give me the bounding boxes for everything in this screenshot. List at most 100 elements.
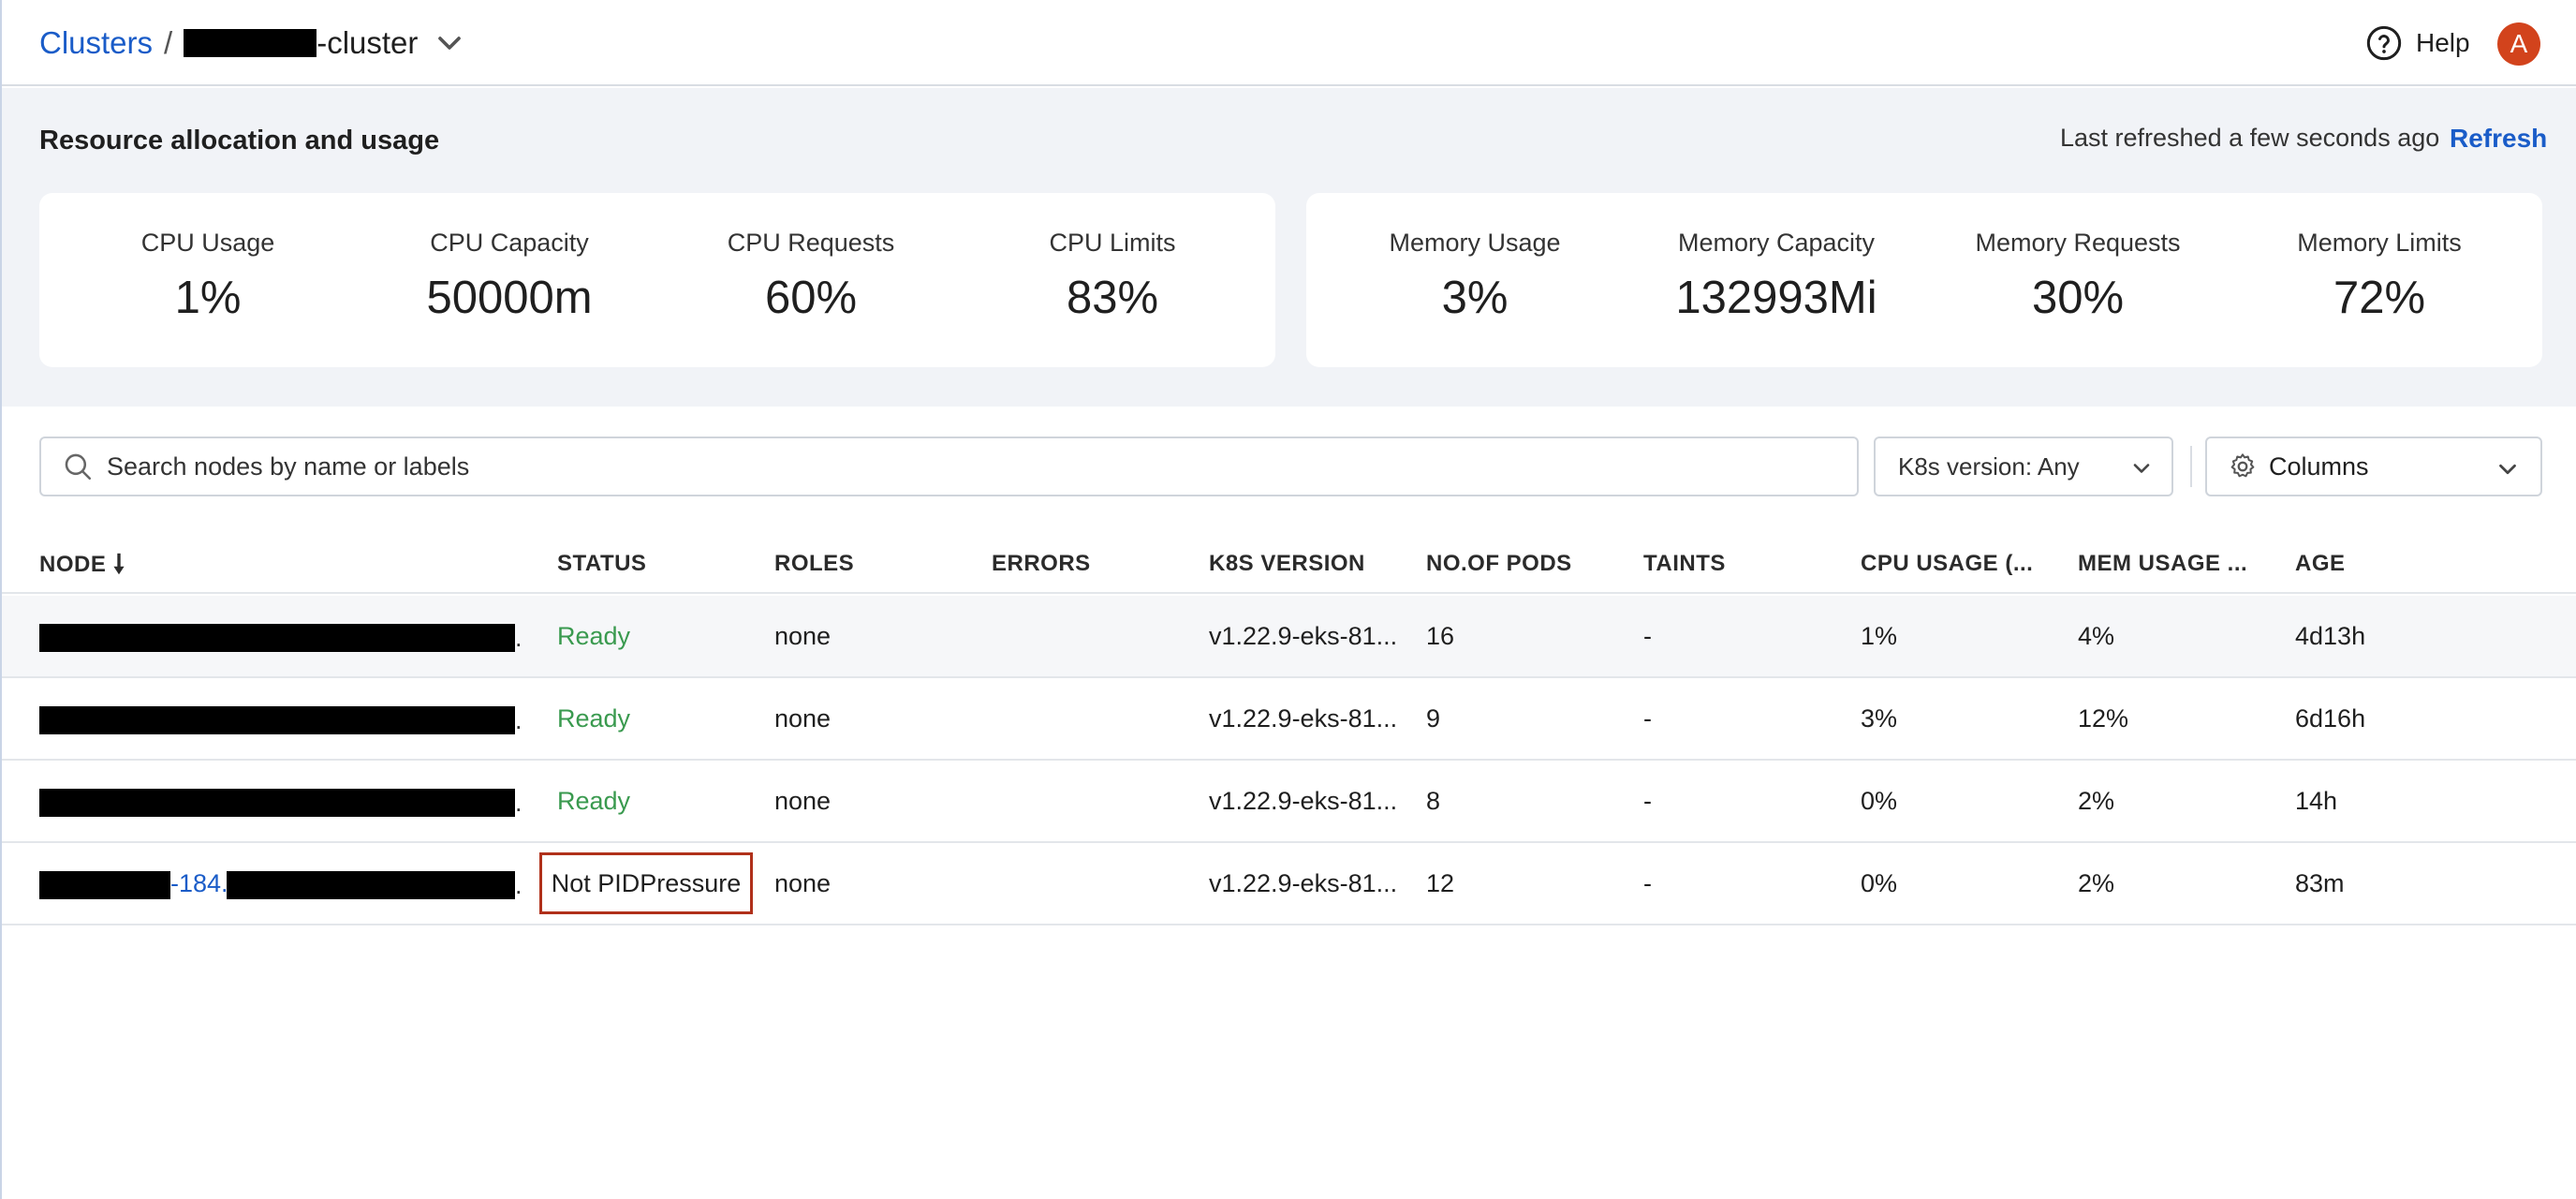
node-age: 4d13h bbox=[2295, 622, 2366, 650]
metric-value: 60% bbox=[764, 273, 858, 323]
table-row[interactable]: . Ready none v1.22.9-eks-81... 16 - 1% 4… bbox=[2, 596, 2576, 678]
metric-memory-usage: Memory Usage 3% bbox=[1334, 193, 1615, 367]
node-k8s-version: v1.22.9-eks-81... bbox=[1209, 869, 1398, 897]
node-name-link[interactable]: -184. . bbox=[39, 869, 523, 899]
breadcrumb-cluster-name: -cluster bbox=[184, 24, 468, 62]
node-name-link[interactable]: . bbox=[39, 789, 523, 817]
column-header-status[interactable]: STATUS bbox=[557, 551, 647, 576]
top-header: Clusters / -cluster Help A bbox=[2, 0, 2576, 86]
metric-label: Memory Limits bbox=[2297, 229, 2462, 257]
redacted-node-name bbox=[39, 706, 515, 734]
column-header-label: NODE bbox=[39, 552, 107, 577]
status-highlight-box: Not PIDPressure bbox=[539, 852, 753, 914]
column-header-node[interactable]: NODE bbox=[39, 551, 128, 578]
metric-label: CPU Limits bbox=[1049, 229, 1176, 257]
node-name-link[interactable]: . bbox=[39, 706, 523, 734]
column-header-cpu-usage[interactable]: CPU USAGE (... bbox=[1861, 551, 2034, 576]
search-input[interactable] bbox=[107, 451, 1792, 481]
last-refreshed-text: Last refreshed a few seconds ago bbox=[2060, 124, 2440, 152]
column-header-errors[interactable]: ERRORS bbox=[992, 551, 1091, 576]
breadcrumb-separator: / bbox=[164, 25, 173, 60]
redacted-node-name bbox=[39, 624, 515, 652]
node-cpu-usage: 0% bbox=[1861, 787, 1898, 815]
chevron-down-icon bbox=[2499, 464, 2516, 475]
redacted-cluster-prefix bbox=[184, 29, 317, 57]
columns-select[interactable]: Columns bbox=[2205, 437, 2542, 496]
k8s-version-select[interactable]: K8s version: Any bbox=[1874, 437, 2173, 496]
node-taints: - bbox=[1643, 787, 1652, 815]
metric-memory-requests: Memory Requests 30% bbox=[1937, 193, 2218, 367]
columns-label: Columns bbox=[2269, 451, 2369, 481]
node-name-suffix: . bbox=[515, 706, 523, 734]
metric-label: Memory Requests bbox=[1975, 229, 2181, 257]
column-header-roles[interactable]: ROLES bbox=[774, 551, 855, 576]
node-name-link[interactable]: . bbox=[39, 624, 523, 652]
help-label: Help bbox=[2416, 28, 2470, 57]
metric-value: 3% bbox=[1441, 273, 1509, 323]
cpu-metrics-card: CPU Usage 1% CPU Capacity 50000m CPU Req… bbox=[39, 193, 1275, 367]
node-name-fragment: -184. bbox=[170, 869, 228, 897]
metric-cpu-requests: CPU Requests 60% bbox=[670, 193, 951, 367]
metric-memory-capacity: Memory Capacity 132993Mi bbox=[1636, 193, 1917, 367]
metric-cpu-limits: CPU Limits 83% bbox=[972, 193, 1253, 367]
node-k8s-version: v1.22.9-eks-81... bbox=[1209, 622, 1398, 650]
node-status: Ready bbox=[557, 787, 631, 815]
refresh-button[interactable]: Refresh bbox=[2450, 124, 2548, 153]
node-roles: none bbox=[774, 787, 832, 815]
table-row[interactable]: . Ready none v1.22.9-eks-81... 8 - 0% 2%… bbox=[2, 761, 2576, 843]
node-roles: none bbox=[774, 869, 832, 897]
chevron-down-icon[interactable] bbox=[431, 24, 468, 62]
node-status: Ready bbox=[557, 622, 631, 650]
node-name-suffix: . bbox=[515, 624, 523, 652]
nodes-table-header: NODE STATUS ROLES ERRORS K8S VERSION NO.… bbox=[2, 532, 2576, 594]
metric-value: 30% bbox=[2031, 273, 2125, 323]
user-avatar[interactable]: A bbox=[2497, 22, 2540, 66]
metric-label: Memory Usage bbox=[1389, 229, 1561, 257]
metric-value: 83% bbox=[1066, 273, 1159, 323]
node-pods: 16 bbox=[1426, 622, 1455, 650]
metric-memory-limits: Memory Limits 72% bbox=[2239, 193, 2520, 367]
filter-divider bbox=[2190, 446, 2192, 487]
breadcrumb-clusters-link[interactable]: Clusters bbox=[39, 25, 154, 60]
metric-value: 72% bbox=[2333, 273, 2426, 323]
metric-value: 1% bbox=[174, 273, 242, 323]
node-cpu-usage: 0% bbox=[1861, 869, 1898, 897]
node-mem-usage: 12% bbox=[2078, 704, 2129, 733]
node-age: 83m bbox=[2295, 869, 2345, 897]
node-roles: none bbox=[774, 622, 832, 650]
column-header-pods[interactable]: NO.OF PODS bbox=[1426, 551, 1572, 576]
column-header-taints[interactable]: TAINTS bbox=[1643, 551, 1726, 576]
redacted-node-name bbox=[39, 789, 515, 817]
node-taints: - bbox=[1643, 622, 1652, 650]
search-icon bbox=[65, 453, 92, 481]
k8s-version-value: K8s version: Any bbox=[1898, 451, 2080, 481]
column-header-mem-usage[interactable]: MEM USAGE ... bbox=[2078, 551, 2248, 576]
resource-allocation-panel: Resource allocation and usage Last refre… bbox=[2, 88, 2576, 407]
sort-down-icon bbox=[113, 553, 125, 575]
memory-metrics-card: Memory Usage 3% Memory Capacity 132993Mi… bbox=[1306, 193, 2542, 367]
metric-value: 50000m bbox=[426, 273, 593, 323]
table-row[interactable]: -184. . Not PIDPressure none v1.22.9-eks… bbox=[2, 843, 2576, 925]
node-age: 6d16h bbox=[2295, 704, 2366, 733]
redacted-node-name-part bbox=[39, 871, 170, 899]
table-row[interactable]: . Ready none v1.22.9-eks-81... 9 - 3% 12… bbox=[2, 678, 2576, 761]
redacted-node-name-part bbox=[227, 871, 515, 899]
metric-label: CPU Requests bbox=[727, 229, 895, 257]
node-name-suffix: . bbox=[515, 789, 523, 817]
node-pods: 8 bbox=[1426, 787, 1441, 815]
cluster-name-suffix: -cluster bbox=[316, 25, 419, 60]
node-status: Ready bbox=[557, 704, 631, 733]
resource-title: Resource allocation and usage bbox=[39, 126, 440, 155]
metric-label: CPU Capacity bbox=[430, 229, 589, 257]
metric-cpu-capacity: CPU Capacity 50000m bbox=[369, 193, 650, 367]
metric-label: CPU Usage bbox=[140, 229, 275, 257]
breadcrumb: Clusters / -cluster bbox=[39, 0, 468, 86]
node-pods: 9 bbox=[1426, 704, 1441, 733]
node-name-suffix: . bbox=[515, 871, 523, 899]
metric-label: Memory Capacity bbox=[1677, 229, 1876, 257]
column-header-age[interactable]: AGE bbox=[2295, 551, 2346, 576]
help-button[interactable]: Help bbox=[2365, 0, 2470, 86]
metric-value: 132993Mi bbox=[1675, 273, 1877, 323]
node-mem-usage: 4% bbox=[2078, 622, 2115, 650]
column-header-k8s-version[interactable]: K8S VERSION bbox=[1209, 551, 1365, 576]
